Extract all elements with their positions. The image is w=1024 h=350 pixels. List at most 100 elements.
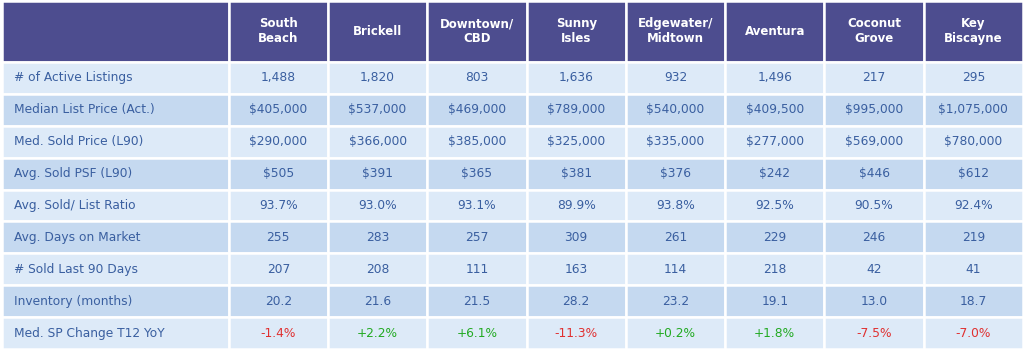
Bar — [526, 253, 626, 285]
Bar — [824, 158, 924, 190]
Bar — [2, 253, 228, 285]
Text: +0.2%: +0.2% — [655, 327, 696, 340]
Text: # of Active Listings: # of Active Listings — [14, 71, 133, 84]
Bar — [924, 94, 1023, 126]
Text: $540,000: $540,000 — [646, 103, 705, 116]
Text: 93.0%: 93.0% — [358, 199, 397, 212]
Bar — [924, 1, 1023, 62]
Bar — [626, 253, 725, 285]
Bar — [2, 126, 228, 158]
Text: -11.3%: -11.3% — [555, 327, 598, 340]
Text: 1,820: 1,820 — [360, 71, 395, 84]
Bar — [2, 285, 228, 317]
Text: 1,488: 1,488 — [261, 71, 296, 84]
Text: 13.0: 13.0 — [860, 295, 888, 308]
Bar — [824, 62, 924, 94]
Text: Coconut
Grove: Coconut Grove — [847, 17, 901, 45]
Bar — [824, 126, 924, 158]
Text: 20.2: 20.2 — [265, 295, 292, 308]
Bar — [427, 1, 526, 62]
Text: $242: $242 — [759, 167, 791, 180]
Text: $995,000: $995,000 — [845, 103, 903, 116]
Bar — [725, 253, 824, 285]
Text: Edgewater/
Midtown: Edgewater/ Midtown — [638, 17, 713, 45]
Bar — [427, 222, 526, 253]
Text: 1,636: 1,636 — [559, 71, 594, 84]
Text: $789,000: $789,000 — [547, 103, 605, 116]
Bar — [228, 253, 328, 285]
Text: $537,000: $537,000 — [348, 103, 407, 116]
Bar — [725, 126, 824, 158]
Bar — [427, 285, 526, 317]
Bar — [427, 158, 526, 190]
Bar — [824, 222, 924, 253]
Bar — [328, 253, 427, 285]
Text: $409,500: $409,500 — [745, 103, 804, 116]
Text: -7.5%: -7.5% — [856, 327, 892, 340]
Bar — [626, 158, 725, 190]
Bar — [526, 94, 626, 126]
Text: Aventura: Aventura — [744, 25, 805, 38]
Bar — [626, 189, 725, 222]
Text: 21.6: 21.6 — [365, 295, 391, 308]
Bar — [228, 317, 328, 349]
Bar — [526, 317, 626, 349]
Bar — [725, 158, 824, 190]
Bar — [924, 158, 1023, 190]
Bar — [924, 222, 1023, 253]
Text: $446: $446 — [858, 167, 890, 180]
Text: 93.8%: 93.8% — [656, 199, 695, 212]
Bar — [328, 94, 427, 126]
Bar — [2, 189, 228, 222]
Text: 932: 932 — [664, 71, 687, 84]
Bar — [328, 62, 427, 94]
Text: Avg. Sold PSF (L90): Avg. Sold PSF (L90) — [14, 167, 132, 180]
Bar — [228, 62, 328, 94]
Text: Avg. Sold/ List Ratio: Avg. Sold/ List Ratio — [14, 199, 136, 212]
Text: 283: 283 — [366, 231, 389, 244]
Text: $780,000: $780,000 — [944, 135, 1002, 148]
Bar — [328, 1, 427, 62]
Text: $290,000: $290,000 — [249, 135, 307, 148]
Bar — [626, 317, 725, 349]
Bar — [427, 189, 526, 222]
Bar — [2, 317, 228, 349]
Text: 208: 208 — [366, 263, 389, 276]
Bar — [427, 253, 526, 285]
Bar — [526, 285, 626, 317]
Text: $569,000: $569,000 — [845, 135, 903, 148]
Text: 92.5%: 92.5% — [756, 199, 795, 212]
Bar — [228, 1, 328, 62]
Text: $277,000: $277,000 — [745, 135, 804, 148]
Bar — [228, 222, 328, 253]
Bar — [626, 285, 725, 317]
Text: $385,000: $385,000 — [447, 135, 506, 148]
Text: Sunny
Isles: Sunny Isles — [556, 17, 597, 45]
Bar — [924, 317, 1023, 349]
Bar — [824, 94, 924, 126]
Text: Med. SP Change T12 YoY: Med. SP Change T12 YoY — [14, 327, 165, 340]
Text: $1,075,000: $1,075,000 — [938, 103, 1009, 116]
Bar — [824, 253, 924, 285]
Bar — [2, 94, 228, 126]
Bar — [824, 1, 924, 62]
Text: Inventory (months): Inventory (months) — [14, 295, 133, 308]
Bar — [228, 158, 328, 190]
Text: $612: $612 — [957, 167, 989, 180]
Bar — [2, 158, 228, 190]
Bar — [725, 317, 824, 349]
Text: 19.1: 19.1 — [761, 295, 788, 308]
Text: $505: $505 — [263, 167, 294, 180]
Text: $405,000: $405,000 — [249, 103, 307, 116]
Text: 255: 255 — [266, 231, 290, 244]
Text: 114: 114 — [664, 263, 687, 276]
Text: 261: 261 — [664, 231, 687, 244]
Bar — [526, 189, 626, 222]
Bar — [725, 222, 824, 253]
Text: # Sold Last 90 Days: # Sold Last 90 Days — [14, 263, 138, 276]
Bar — [526, 126, 626, 158]
Text: 219: 219 — [962, 231, 985, 244]
Text: 229: 229 — [763, 231, 786, 244]
Text: 93.1%: 93.1% — [458, 199, 497, 212]
Text: 92.4%: 92.4% — [954, 199, 992, 212]
